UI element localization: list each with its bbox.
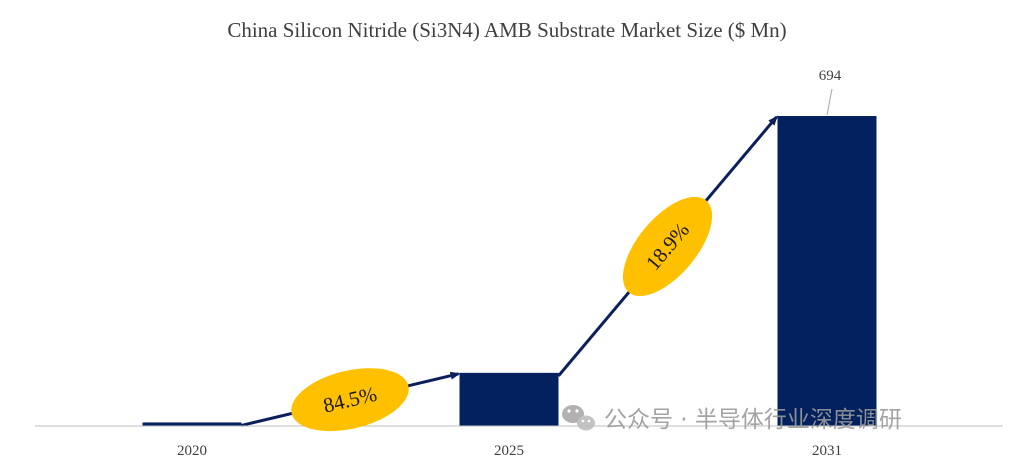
bars-layer	[142, 116, 877, 426]
x-tick-2031: 2031	[812, 443, 842, 459]
growth-badge-2025-2031: 18.9%	[622, 196, 713, 296]
growth-badge-shape	[291, 368, 409, 432]
bar-2020	[142, 422, 242, 426]
x-tick-labels: 2020 2025 2031	[177, 443, 842, 459]
data-label-2031: 694	[819, 68, 842, 84]
wechat-icon	[562, 405, 595, 431]
watermark: 公众号 · 半导体行业深度调研	[562, 405, 902, 433]
bar-2025	[459, 372, 559, 426]
growth-badges-layer: 84.5% 18.9%	[291, 196, 713, 432]
bar-2031	[777, 116, 877, 426]
watermark-text: 公众号 · 半导体行业深度调研	[604, 407, 902, 433]
x-tick-2025: 2025	[494, 443, 524, 459]
data-labels-layer: 694	[819, 68, 842, 116]
chart-title: China Silicon Nitride (Si3N4) AMB Substr…	[227, 18, 786, 42]
x-tick-2020: 2020	[177, 443, 207, 459]
growth-badge-shape	[622, 196, 713, 296]
data-label-leader-2031	[826, 88, 833, 116]
growth-badge-2020-2025: 84.5%	[291, 368, 409, 432]
